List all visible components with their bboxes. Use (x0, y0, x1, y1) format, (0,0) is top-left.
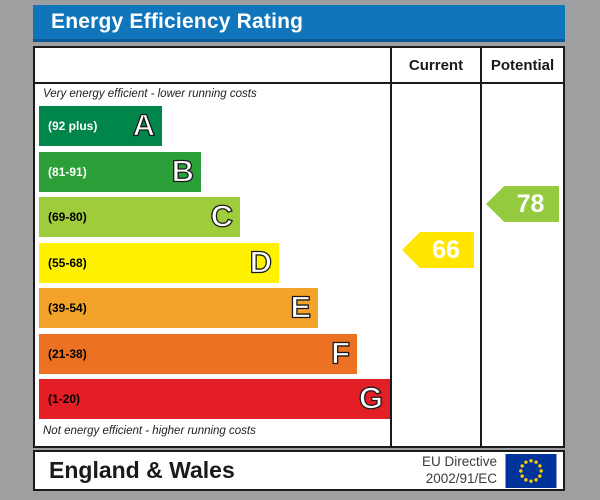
band-g: (1-20) G (39, 379, 390, 419)
page-title: Energy Efficiency Rating (51, 10, 304, 33)
band-b: (81-91) B (39, 152, 201, 192)
band-a: (92 plus) A (39, 106, 162, 146)
band-letter: G (358, 380, 383, 416)
band-range-label: (69-80) (48, 210, 87, 224)
band-range-label: (81-91) (48, 165, 87, 179)
eu-directive-label: EU Directive 2002/91/EC (421, 454, 497, 486)
band-letter: E (290, 289, 312, 325)
band-d: (55-68) D (39, 243, 279, 283)
band-range-label: (21-38) (48, 347, 87, 361)
eu-flag-icon (505, 453, 557, 488)
band-letter: A (132, 107, 156, 143)
potential-rating-value: 78 (516, 189, 545, 218)
current-rating-value: 66 (432, 235, 460, 264)
potential-rating-arrow: 78 (486, 186, 559, 222)
title-bar: Energy Efficiency Rating (33, 5, 565, 42)
potential-column-divider (480, 48, 482, 446)
potential-column-header: Potential (490, 56, 555, 74)
band-range-label: (1-20) (48, 392, 81, 406)
band-letter: B (171, 153, 195, 189)
band-letter: D (249, 244, 273, 280)
current-rating-arrow: 66 (402, 232, 474, 268)
current-column-header: Current (408, 56, 464, 74)
band-e: (39-54) E (39, 288, 318, 328)
band-range-label: (55-68) (48, 256, 87, 270)
band-c: (69-80) C (39, 197, 240, 237)
band-letter: F (330, 335, 350, 371)
band-range-label: (39-54) (48, 301, 87, 315)
band-range-label: (92 plus) (48, 119, 98, 133)
region-label: England & Wales (49, 457, 235, 483)
column-header-row: Current Potential (35, 48, 563, 84)
band-f: (21-38) F (39, 334, 357, 374)
rating-chart: Current Potential Very energy efficient … (33, 46, 565, 448)
band-letter: C (210, 198, 234, 234)
current-column-divider (390, 48, 392, 446)
efficient-note: Very energy efficient - lower running co… (43, 88, 257, 100)
footer-bar: England & Wales EU Directive 2002/91/EC (33, 450, 565, 491)
not-efficient-note: Not energy efficient - higher running co… (43, 425, 256, 437)
